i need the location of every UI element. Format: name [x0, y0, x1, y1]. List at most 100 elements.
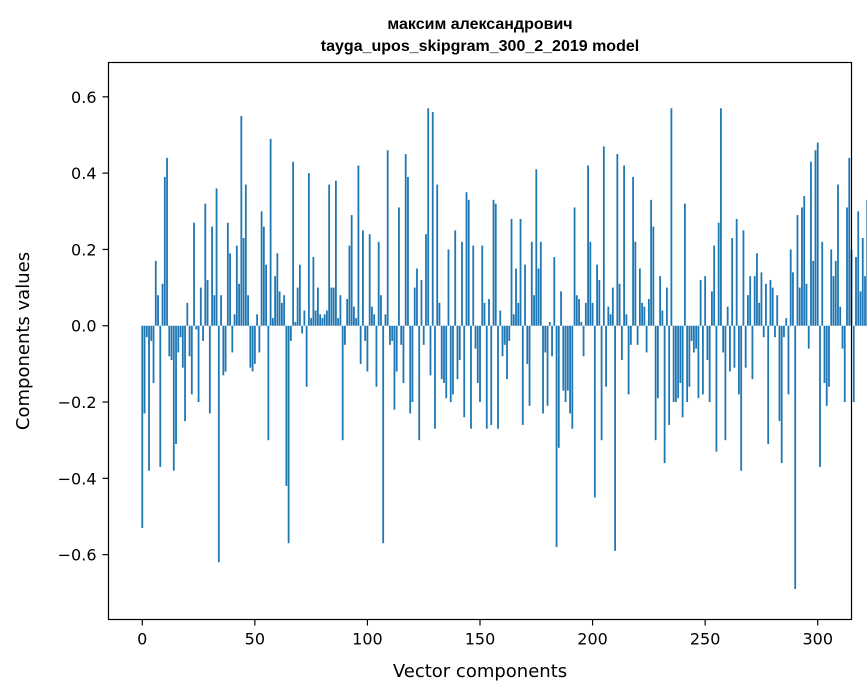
bar-262 [731, 237, 734, 326]
bar-139 [454, 230, 457, 326]
bar-259 [724, 325, 727, 441]
bar-146 [470, 325, 472, 429]
bar-277 [765, 283, 767, 326]
x-tick-label: 200 [577, 630, 608, 649]
bar-170 [524, 264, 526, 326]
bar-129 [431, 112, 434, 326]
x-tick-label: 250 [690, 630, 721, 649]
bar-128 [429, 325, 432, 376]
bar-297 [810, 161, 812, 326]
bar-301 [819, 325, 821, 467]
bar-72 [303, 310, 306, 326]
bar-102 [371, 306, 373, 326]
bar-143 [463, 325, 466, 418]
bar-256 [717, 222, 720, 326]
bar-64 [285, 325, 288, 486]
bar-233 [665, 287, 668, 326]
bar-294 [803, 196, 806, 326]
bar-196 [582, 325, 585, 357]
bar-24 [195, 325, 198, 330]
bar-279 [769, 279, 772, 326]
bar-219 [634, 241, 637, 326]
bar-125 [422, 325, 425, 345]
bar-190 [569, 325, 571, 414]
bar-84 [330, 287, 333, 326]
bar-243 [688, 325, 691, 387]
bar-137 [449, 325, 452, 403]
bar-19 [184, 325, 186, 422]
bar-23 [193, 222, 195, 326]
bar-158 [497, 325, 499, 429]
bar-30 [208, 325, 211, 414]
bar-20 [186, 302, 189, 326]
chart-title-line1: максим александрович [387, 16, 572, 33]
bar-118 [407, 176, 409, 326]
y-tick-label: 0.0 [71, 317, 96, 336]
bar-271 [751, 325, 754, 380]
bar-95 [355, 318, 358, 326]
bar-318 [857, 211, 860, 326]
bar-2 [145, 325, 148, 338]
bar-53 [260, 211, 263, 326]
bar-96 [357, 165, 360, 326]
bar-46 [244, 184, 247, 326]
bar-275 [760, 272, 763, 326]
bar-179 [544, 325, 547, 353]
bar-286 [785, 318, 788, 326]
bar-94 [353, 306, 355, 326]
bar-82 [326, 310, 328, 326]
bar-264 [735, 218, 738, 326]
bar-305 [828, 325, 830, 387]
bar-122 [416, 268, 418, 326]
bar-291 [796, 215, 799, 326]
bar-45 [242, 237, 245, 326]
bar-93 [350, 215, 353, 326]
bar-302 [821, 241, 824, 326]
bar-144 [465, 192, 468, 326]
x-tick-label: 100 [352, 630, 383, 649]
bar-283 [778, 325, 781, 422]
chart-title-line2: tayga_upos_skipgram_300_2_2019 model [321, 38, 639, 55]
bar-168 [519, 218, 522, 326]
bar-83 [328, 184, 331, 326]
bar-300 [816, 142, 819, 326]
bar-131 [436, 184, 439, 326]
bar-287 [787, 325, 790, 395]
bar-85 [332, 287, 335, 326]
bar-314 [848, 157, 851, 326]
bar-3 [148, 325, 150, 471]
bar-193 [575, 295, 578, 326]
bar-112 [393, 325, 396, 410]
x-axis-ticks: 0 50 100 150 200 250 300 [137, 619, 833, 649]
bar-36 [222, 325, 225, 376]
bar-8 [159, 325, 162, 467]
bar-223 [643, 306, 646, 326]
bar-183 [553, 257, 556, 326]
bar-172 [528, 325, 531, 406]
bar-225 [647, 299, 650, 326]
bar-267 [742, 230, 745, 326]
bar-6 [154, 260, 157, 326]
y-tick-label: −0.2 [58, 393, 97, 412]
bar-296 [807, 325, 810, 349]
bar-29 [206, 279, 209, 326]
bar-52 [258, 325, 261, 353]
bar-14 [172, 325, 175, 471]
y-tick-label: 0.2 [71, 240, 96, 259]
bar-126 [425, 234, 427, 326]
bar-222 [641, 302, 644, 326]
bar-289 [792, 272, 794, 326]
bar-60 [276, 253, 279, 326]
bar-133 [440, 325, 443, 380]
bar-104 [375, 325, 378, 387]
bar-108 [384, 314, 387, 326]
bar-317 [855, 257, 857, 326]
bar-0 [141, 325, 144, 528]
bar-177 [539, 241, 542, 326]
bar-41 [233, 314, 236, 326]
bar-199 [589, 241, 592, 326]
bar-160 [501, 325, 504, 357]
bar-191 [571, 325, 574, 429]
bar-34 [217, 325, 220, 563]
bar-180 [546, 325, 549, 406]
